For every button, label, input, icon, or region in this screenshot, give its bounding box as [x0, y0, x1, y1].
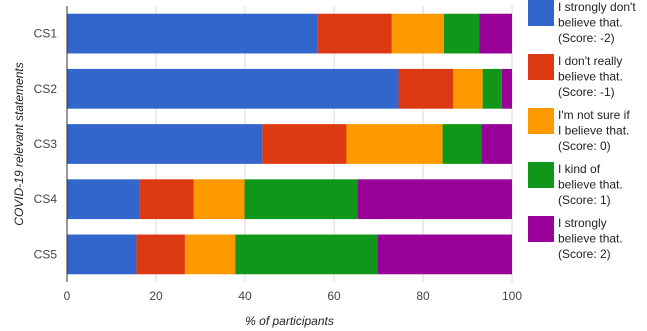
legend-label-line: I kind of	[558, 162, 601, 176]
legend-label-line: I strongly don't	[558, 0, 636, 14]
bar-cs5-series-1	[67, 234, 137, 275]
bar-cs2-series-2	[398, 68, 454, 109]
legend-label-line: believe that.	[558, 16, 623, 30]
bar-cs4-series-5	[357, 179, 512, 220]
legend-swatch-1	[528, 0, 554, 26]
bar-cs1-series-3	[391, 13, 444, 54]
legend-swatch-5	[528, 216, 554, 242]
legend-label-line: (Score: -2)	[558, 31, 615, 45]
legend-label-line: believe that.	[558, 232, 623, 246]
legend-label-5: I strongly believe that. (Score: 2)	[558, 216, 623, 261]
bars	[67, 13, 512, 275]
legend-swatch-3	[528, 108, 554, 134]
bar-cs2-series-1	[67, 68, 399, 109]
legend-label-2: I don't really believe that. (Score: -1)	[558, 54, 623, 99]
bar-cs5-series-4	[235, 234, 378, 275]
legend-label-3: I'm not sure if I believe that. (Score: 0)	[558, 108, 630, 153]
legend-label-line: believe that.	[558, 178, 623, 192]
bar-cs5-series-2	[136, 234, 185, 275]
bar-cs3-series-4	[442, 124, 482, 164]
x-tick-label-20: 20	[149, 289, 163, 303]
x-tick-label-80: 80	[416, 289, 430, 303]
y-tick-label-cs4: CS4	[34, 192, 58, 206]
legend-label-line: I don't really	[558, 54, 622, 68]
legend-label-line: (Score: 1)	[558, 193, 611, 207]
y-tick-label-cs3: CS3	[34, 137, 58, 151]
bar-cs5-series-3	[184, 234, 236, 275]
bar-cs1-series-1	[67, 13, 318, 54]
bar-cs1-series-5	[479, 13, 512, 54]
bar-cs4-series-1	[67, 179, 140, 220]
bar-cs4-series-2	[139, 179, 194, 220]
legend-label-line: I'm not sure if	[558, 108, 630, 122]
y-tick-label-cs1: CS1	[34, 27, 58, 41]
x-tick-labels: 0 20 40 60 80 100	[64, 289, 523, 303]
x-axis-title: % of participants	[245, 314, 334, 328]
legend-label-line: (Score: 2)	[558, 247, 611, 261]
bar-cs5-series-5	[377, 234, 512, 275]
legend-swatch-2	[528, 54, 554, 80]
legend: I strongly don't believe that. (Score: -2)…	[528, 0, 636, 261]
legend-label-4: I kind of believe that. (Score: 1)	[558, 162, 623, 207]
legend-label-line: (Score: 0)	[558, 139, 611, 153]
bar-cs2-series-5	[501, 68, 512, 109]
bar-cs3-series-1	[67, 124, 263, 164]
x-tick-label-60: 60	[327, 289, 341, 303]
bar-cs3-series-3	[346, 124, 443, 164]
bar-cs4-series-4	[244, 179, 358, 220]
y-axis-title: COVID-19 relevant statements	[12, 62, 26, 225]
legend-label-1: I strongly don't believe that. (Score: -2)	[558, 0, 636, 45]
bar-cs4-series-3	[193, 179, 245, 220]
x-tick-label-100: 100	[502, 289, 522, 303]
bar-cs3-series-5	[481, 124, 512, 164]
y-tick-label-cs5: CS5	[34, 247, 58, 261]
legend-swatch-4	[528, 162, 554, 188]
y-tick-labels: CS1 CS2 CS3 CS4 CS5	[34, 27, 58, 262]
y-tick-label-cs2: CS2	[34, 82, 58, 96]
bar-cs1-series-4	[443, 13, 480, 54]
legend-label-line: I believe that.	[558, 124, 629, 138]
bar-cs3-series-2	[262, 124, 347, 164]
x-tick-label-40: 40	[238, 289, 252, 303]
bar-cs2-series-3	[453, 68, 483, 109]
legend-label-line: believe that.	[558, 70, 623, 84]
legend-label-line: I strongly	[558, 216, 607, 230]
bar-cs2-series-4	[482, 68, 502, 109]
legend-label-line: (Score: -1)	[558, 85, 615, 99]
bar-cs1-series-2	[317, 13, 392, 54]
x-tick-label-0: 0	[64, 289, 71, 303]
